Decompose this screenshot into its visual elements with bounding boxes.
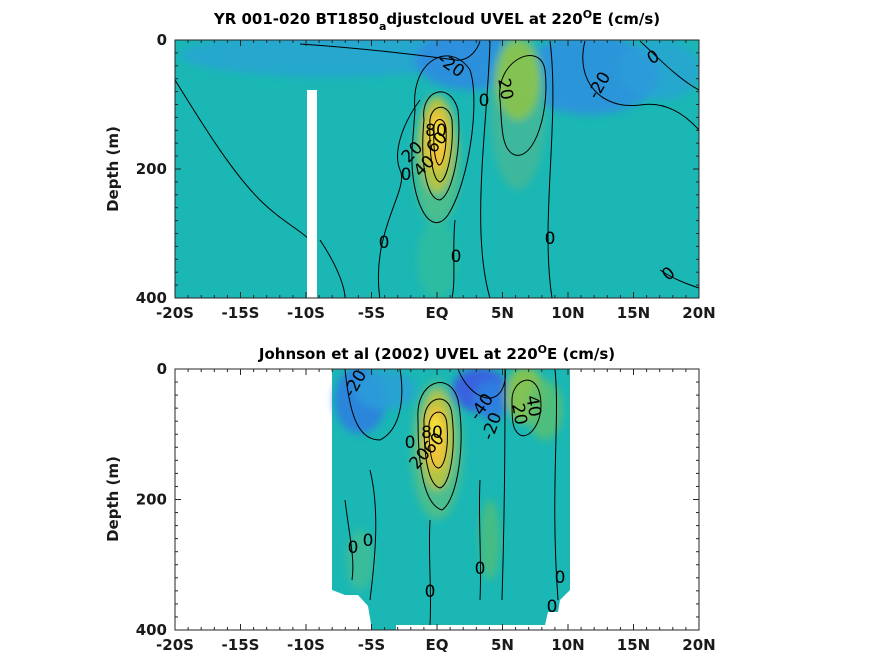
x-tick-label: 20N	[682, 304, 715, 322]
svg-text:0: 0	[451, 247, 462, 267]
panel-2: Johnson et al (2002) UVEL at 220OE (cm/s…	[104, 343, 716, 654]
y-tick-label: 400	[136, 289, 167, 307]
svg-text:0: 0	[425, 582, 436, 602]
x-tick-label: 15N	[617, 304, 650, 322]
y-tick-label: 200	[136, 491, 167, 509]
x-tick-label: -20S	[156, 304, 194, 322]
svg-text:80: 80	[421, 423, 443, 443]
svg-text:20: 20	[507, 402, 530, 427]
panel-1-field: -20 20 0 -20 0 20 40 60 80 0 0 0 0 0 0	[175, 40, 699, 298]
svg-text:0: 0	[545, 229, 556, 249]
panel-1-title: YR 001-020 BT1850adjustcloud UVEL at 220…	[213, 8, 660, 33]
svg-text:0: 0	[405, 433, 416, 453]
panel-1-ylabel: Depth (m)	[104, 126, 122, 212]
panel-1-contour-labels: -20 20 0 -20 0 20 40 60 80 0 0 0 0 0 0	[379, 46, 680, 285]
panel-2-ylabel: Depth (m)	[104, 456, 122, 542]
panel-1-contours	[175, 40, 699, 298]
x-tick-label: 5N	[491, 304, 514, 322]
x-tick-label: -15S	[222, 304, 260, 322]
svg-text:0: 0	[475, 559, 486, 579]
panel-2-field: -20 -40 -20 20 40 0 20 60 80 0 0 0 0 0 0	[175, 369, 699, 630]
x-tick-label: EQ	[426, 636, 449, 654]
panel-1-mask	[307, 90, 317, 298]
svg-text:0: 0	[363, 531, 374, 551]
panel-1: YR 001-020 BT1850adjustcloud UVEL at 220…	[104, 8, 716, 322]
x-tick-label: -5S	[358, 304, 385, 322]
svg-text:0: 0	[547, 597, 558, 617]
x-tick-label: -15S	[222, 636, 260, 654]
panel-2-contours	[344, 369, 559, 626]
x-tick-label: -10S	[287, 304, 325, 322]
x-tick-label: -5S	[358, 636, 385, 654]
y-tick-label: 200	[136, 160, 167, 178]
x-tick-label: 5N	[491, 636, 514, 654]
svg-text:80: 80	[425, 121, 447, 141]
svg-text:20: 20	[493, 77, 516, 102]
svg-text:40: 40	[521, 394, 544, 419]
y-tick-label: 400	[136, 621, 167, 639]
panel-2-title: Johnson et al (2002) UVEL at 220OE (cm/s…	[258, 343, 615, 363]
svg-text:0: 0	[348, 538, 359, 558]
x-tick-label: 10N	[551, 304, 584, 322]
svg-text:0: 0	[379, 233, 390, 253]
x-tick-label: 20N	[682, 636, 715, 654]
x-tick-label: 10N	[551, 636, 584, 654]
x-tick-label: -20S	[156, 636, 194, 654]
y-tick-label: 0	[157, 31, 167, 49]
y-tick-label: 0	[157, 360, 167, 378]
x-tick-label: EQ	[426, 304, 449, 322]
svg-text:0: 0	[401, 165, 412, 185]
x-tick-label: -10S	[287, 636, 325, 654]
svg-text:0: 0	[555, 568, 566, 588]
svg-text:0: 0	[479, 91, 490, 111]
x-tick-label: 15N	[617, 636, 650, 654]
